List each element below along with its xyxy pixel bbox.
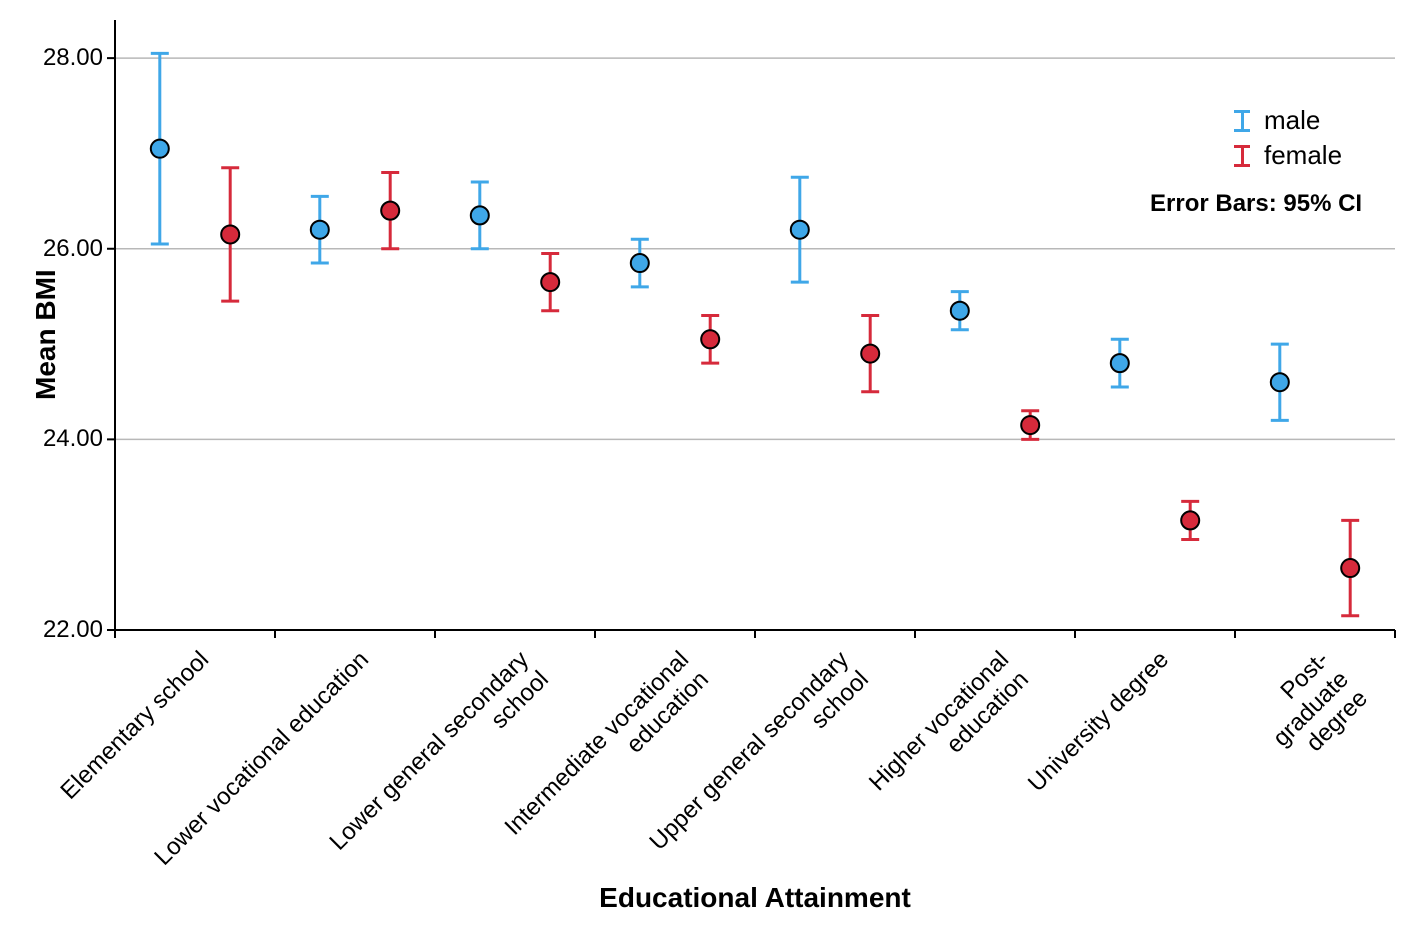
- data-point: [631, 254, 649, 272]
- data-point: [151, 140, 169, 158]
- data-point: [1111, 354, 1129, 372]
- legend: male female: [1230, 105, 1342, 175]
- y-tick-label: 26.00: [43, 235, 103, 263]
- legend-glyph-icon: [1230, 144, 1254, 168]
- legend-glyph-icon: [1230, 109, 1254, 133]
- data-point: [541, 273, 559, 291]
- bmi-by-education-chart: Mean BMI Educational Attainment male fema…: [0, 0, 1416, 927]
- y-tick-label: 28.00: [43, 44, 103, 72]
- data-point: [1341, 559, 1359, 577]
- data-point: [221, 225, 239, 243]
- y-axis-label: Mean BMI: [30, 269, 62, 400]
- legend-label: male: [1264, 105, 1320, 136]
- y-tick-label: 22.00: [43, 616, 103, 644]
- data-point: [471, 206, 489, 224]
- data-point: [1021, 416, 1039, 434]
- data-point: [951, 302, 969, 320]
- data-point: [1271, 373, 1289, 391]
- data-point: [1181, 511, 1199, 529]
- data-point: [861, 345, 879, 363]
- legend-label: female: [1264, 140, 1342, 171]
- legend-item: female: [1230, 140, 1342, 171]
- data-point: [381, 202, 399, 220]
- y-tick-label: 24.00: [43, 425, 103, 453]
- data-point: [701, 330, 719, 348]
- error-bars-note: Error Bars: 95% CI: [1150, 190, 1362, 218]
- legend-item: male: [1230, 105, 1342, 136]
- data-point: [791, 221, 809, 239]
- data-point: [311, 221, 329, 239]
- x-axis-label: Educational Attainment: [115, 882, 1395, 914]
